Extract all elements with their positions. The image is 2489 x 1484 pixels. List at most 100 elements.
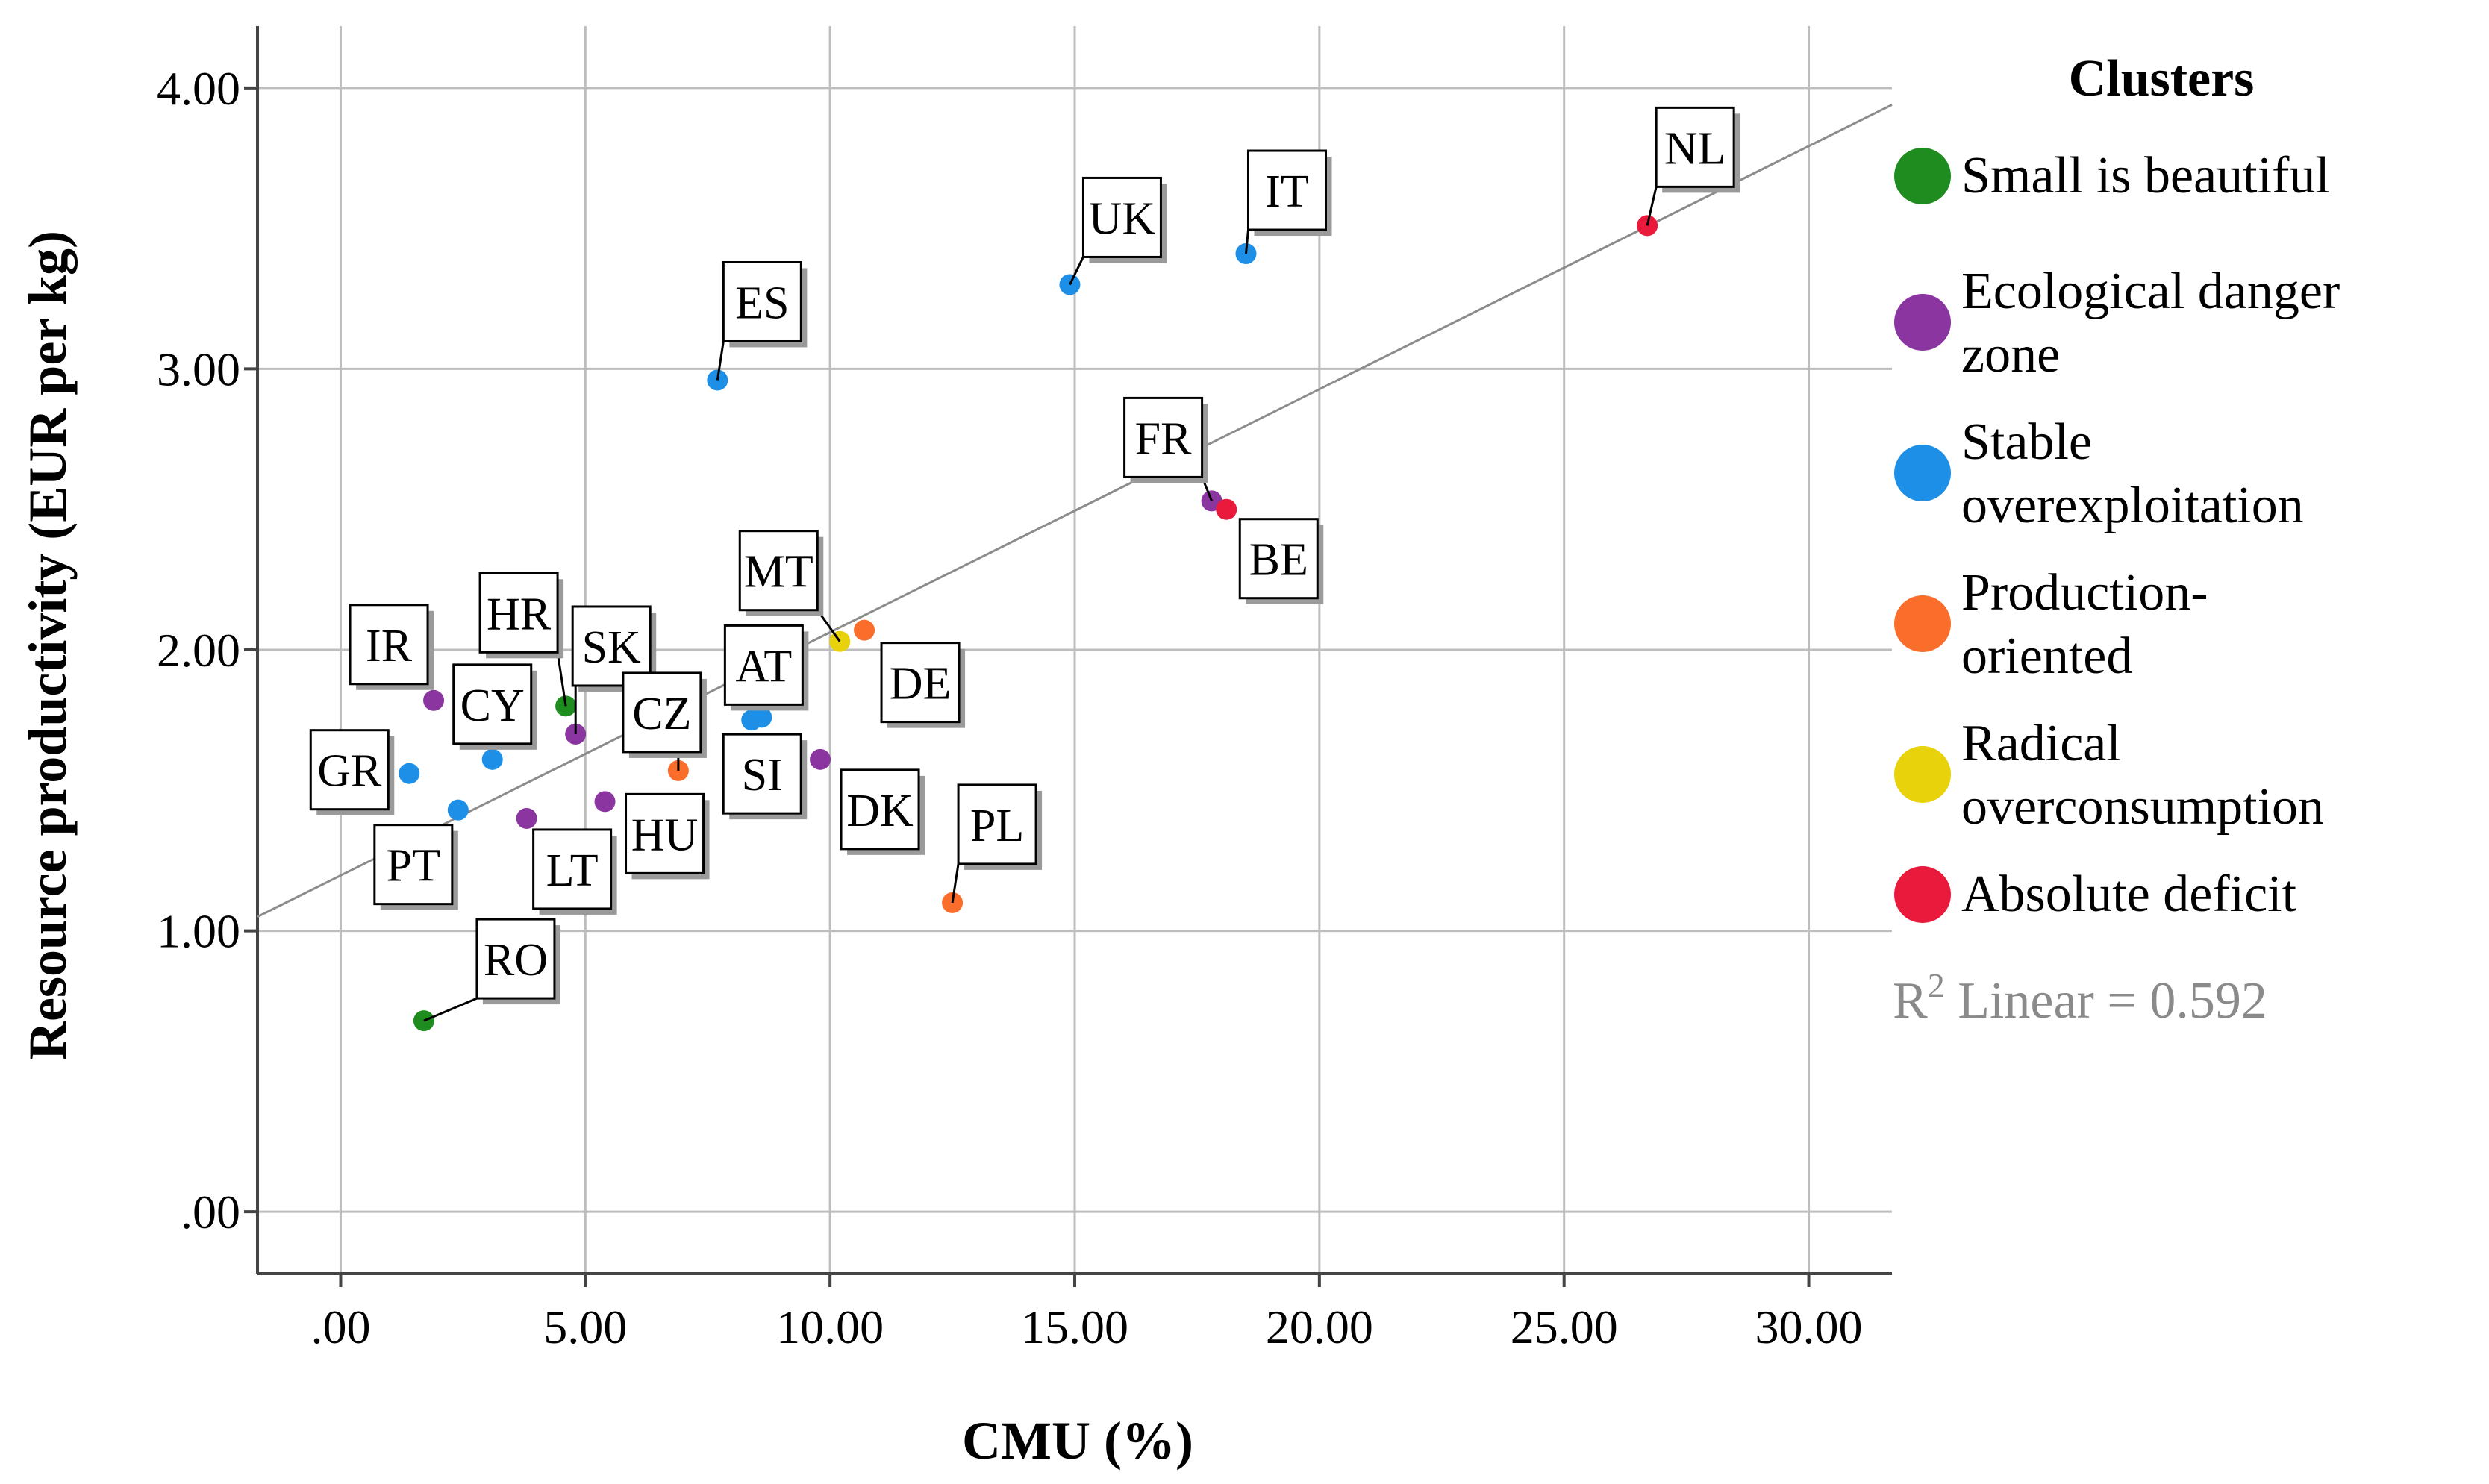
label-leader-nl xyxy=(1646,187,1658,226)
legend-label: Ecological danger xyxy=(1961,263,2340,320)
label-leader-it xyxy=(1244,229,1249,254)
label-box-cz xyxy=(622,671,702,754)
legend-title: Clusters xyxy=(2069,50,2255,107)
data-point-be xyxy=(1216,498,1237,520)
label-leader-hr xyxy=(556,652,567,707)
point-label-gr: GR xyxy=(317,746,382,797)
x-tick-label: 15.00 xyxy=(1021,1300,1128,1353)
label-box-hr xyxy=(478,572,559,654)
point-label-uk: UK xyxy=(1089,193,1156,244)
legend-marker-4 xyxy=(1894,746,1951,803)
y-tick-label: .00 xyxy=(181,1186,240,1239)
legend-marker-1 xyxy=(1894,294,1951,351)
point-label-cz: CZ xyxy=(632,689,691,739)
grid-lines xyxy=(257,26,1892,1274)
label-box-hu xyxy=(625,792,705,874)
legend: Clusters Small is beautiful Ecological da… xyxy=(1893,50,2340,1030)
x-tick-label: 5.00 xyxy=(543,1300,627,1353)
label-box-pl xyxy=(957,783,1037,865)
label-leader-uk xyxy=(1069,256,1084,286)
point-label-nl: NL xyxy=(1664,123,1726,174)
axes xyxy=(244,26,1892,1287)
label-box-nl xyxy=(1655,106,1735,188)
x-tick-label: .00 xyxy=(310,1300,370,1353)
label-leader-ro xyxy=(423,997,478,1022)
label-box-lt xyxy=(532,828,613,910)
legend-marker-5 xyxy=(1894,866,1951,923)
fit-line-legend: R2 Linear = 0.592 xyxy=(1893,966,2267,1030)
y-tick-label: 1.00 xyxy=(157,905,240,958)
x-axis-title: CMU (%) xyxy=(962,1411,1193,1471)
data-point-ir xyxy=(423,689,445,711)
y-axis-title: Resource productivity (EUR per kg) xyxy=(18,231,78,1060)
label-box-cy xyxy=(452,663,533,745)
data-point-gr xyxy=(399,763,420,784)
point-label-si: SI xyxy=(742,750,783,801)
label-box-de xyxy=(880,642,961,724)
x-tick-label: 10.00 xyxy=(776,1300,884,1353)
legend-label: Stable xyxy=(1961,413,2092,471)
point-label-cy: CY xyxy=(460,680,525,731)
point-label-de: DE xyxy=(890,659,952,710)
label-box-pt xyxy=(373,824,454,906)
y-tick-label: 4.00 xyxy=(157,62,240,115)
legend-label: zone xyxy=(1961,326,2060,383)
x-tick-label: 30.00 xyxy=(1755,1300,1863,1353)
point-label-lt: LT xyxy=(546,845,599,896)
data-point-hu xyxy=(594,791,616,813)
y-tick-label: 3.00 xyxy=(157,342,240,395)
label-box-at xyxy=(723,624,804,706)
legend-label: oriented xyxy=(1961,627,2132,685)
data-point-dk xyxy=(810,748,831,770)
label-box-ir xyxy=(349,604,429,686)
point-label-dk: DK xyxy=(846,786,914,836)
legend-label: Absolute deficit xyxy=(1961,865,2297,923)
label-box-it xyxy=(1246,149,1327,231)
legend-marker-3 xyxy=(1894,595,1951,652)
point-label-ir: IR xyxy=(366,621,413,671)
tick-labels: .00 5.00 10.00 15.00 20.00 25.00 30.00 .00 1.00 2… xyxy=(157,62,1863,1353)
point-label-at: AT xyxy=(735,641,792,692)
label-box-be xyxy=(1238,518,1319,600)
point-label-sk: SK xyxy=(582,622,641,673)
point-label-hu: HU xyxy=(631,810,699,860)
legend-label: Small is beautiful xyxy=(1961,147,2330,204)
y-tick-label: 2.00 xyxy=(157,624,240,677)
point-label-mt: MT xyxy=(744,547,813,598)
data-point-pt xyxy=(447,799,469,821)
label-box-es xyxy=(722,260,802,342)
label-box-fr xyxy=(1123,396,1204,478)
point-label-be: BE xyxy=(1249,535,1308,586)
label-box-uk xyxy=(1081,176,1162,258)
x-tick-label: 25.00 xyxy=(1511,1300,1618,1353)
legend-label: Radical xyxy=(1961,715,2121,772)
legend-label: Production- xyxy=(1961,564,2208,622)
data-point-lt xyxy=(516,807,537,829)
point-label-fr: FR xyxy=(1135,413,1192,464)
label-box-mt xyxy=(738,530,819,612)
legend-label: overconsumption xyxy=(1961,778,2324,836)
data-point-si xyxy=(741,710,763,731)
point-label-it: IT xyxy=(1265,166,1309,217)
label-leader-es xyxy=(716,341,725,381)
point-label-pt: PT xyxy=(387,841,440,892)
legend-label: overexploitation xyxy=(1961,477,2304,534)
point-label-hr: HR xyxy=(487,589,552,639)
label-box-dk xyxy=(840,768,920,851)
point-label-es: ES xyxy=(735,278,789,328)
label-box-si xyxy=(722,733,802,815)
label-leader-pl xyxy=(951,863,960,904)
label-box-gr xyxy=(309,729,390,811)
point-labels: NL IT UK ES FR BE DE MT IR HR AT SI SK DK CY CZ GR HU PT LT… xyxy=(309,106,1740,1022)
x-tick-label: 20.00 xyxy=(1266,1300,1373,1353)
legend-marker-0 xyxy=(1894,148,1951,204)
fit-line xyxy=(257,104,1893,918)
point-label-pl: PL xyxy=(970,801,1024,851)
legend-entries: Small is beautiful Ecological danger zone S… xyxy=(1894,147,2340,923)
data-point-de xyxy=(854,619,875,641)
point-label-ro: RO xyxy=(484,935,548,986)
legend-marker-2 xyxy=(1894,445,1951,501)
label-box-ro xyxy=(475,918,556,1000)
fit-line-layer xyxy=(257,104,1893,918)
